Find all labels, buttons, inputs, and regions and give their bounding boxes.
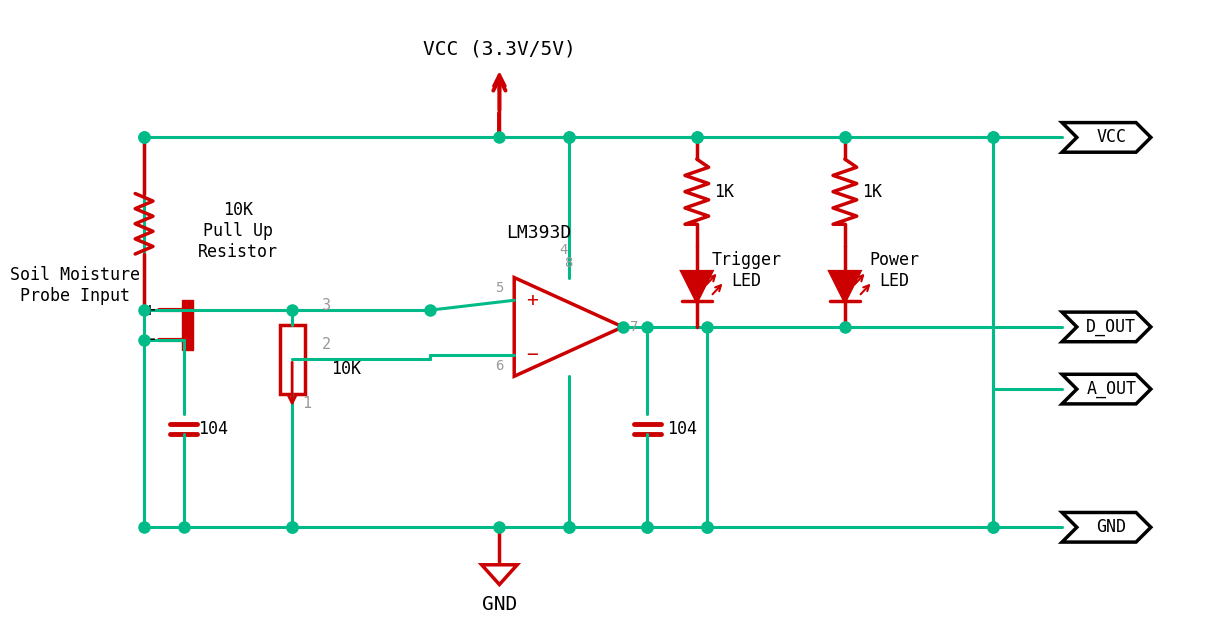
Text: 1K: 1K	[715, 182, 734, 201]
Text: Trigger
LED: Trigger LED	[711, 252, 781, 290]
Text: GND: GND	[482, 595, 517, 614]
Bar	[181, 300, 193, 349]
Text: +: +	[527, 291, 537, 310]
Polygon shape	[682, 271, 711, 301]
Text: 1: 1	[303, 396, 311, 412]
Text: A_OUT: A_OUT	[1086, 380, 1137, 398]
Text: −: −	[527, 345, 537, 364]
Text: 104: 104	[668, 420, 697, 438]
Text: D_OUT: D_OUT	[1086, 318, 1137, 336]
Bar	[280, 325, 305, 394]
Text: GND: GND	[1097, 518, 1126, 536]
Text: 7: 7	[630, 320, 638, 334]
Text: 1K: 1K	[862, 182, 883, 201]
Text: 4: 4	[559, 243, 568, 257]
Text: 10K
Pull Up
Resistor: 10K Pull Up Resistor	[198, 202, 277, 261]
Text: VCC: VCC	[1097, 129, 1126, 147]
Text: −: −	[143, 330, 154, 349]
Text: +: +	[143, 301, 154, 319]
Text: 6: 6	[495, 360, 503, 373]
Text: 104: 104	[198, 420, 229, 438]
Text: 8: 8	[564, 256, 573, 269]
Text: Soil Moisture
Probe Input: Soil Moisture Probe Input	[10, 266, 140, 305]
Text: LM393D: LM393D	[506, 224, 572, 242]
Text: Power
LED: Power LED	[869, 252, 919, 290]
Text: 5: 5	[495, 282, 503, 296]
Text: 2: 2	[322, 337, 331, 352]
Text: 3: 3	[322, 298, 331, 313]
Text: 10K: 10K	[332, 360, 361, 378]
Text: VCC (3.3V/5V): VCC (3.3V/5V)	[423, 39, 576, 58]
Polygon shape	[831, 271, 860, 301]
